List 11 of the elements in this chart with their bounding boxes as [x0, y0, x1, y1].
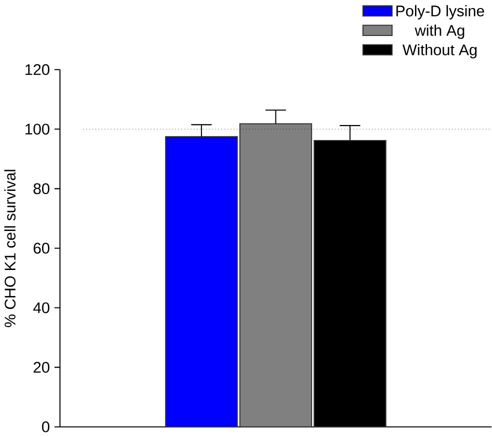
legend-label: with Ag: [414, 24, 464, 40]
y-tick-label: 80: [34, 183, 50, 194]
y-tick-label: 20: [34, 362, 50, 373]
y-tick-label: 40: [33, 302, 50, 314]
y-tick-label: 0: [42, 422, 50, 433]
y-tick-label: 120: [26, 64, 50, 76]
legend-label: Without Ag: [402, 44, 477, 59]
y-tick-label: 100: [26, 124, 50, 135]
y-axis-title: % CHO K1 cell survival: [4, 170, 16, 328]
y-tick-label: 60: [34, 243, 50, 254]
legend-label: Poly-D lysine: [396, 5, 484, 20]
